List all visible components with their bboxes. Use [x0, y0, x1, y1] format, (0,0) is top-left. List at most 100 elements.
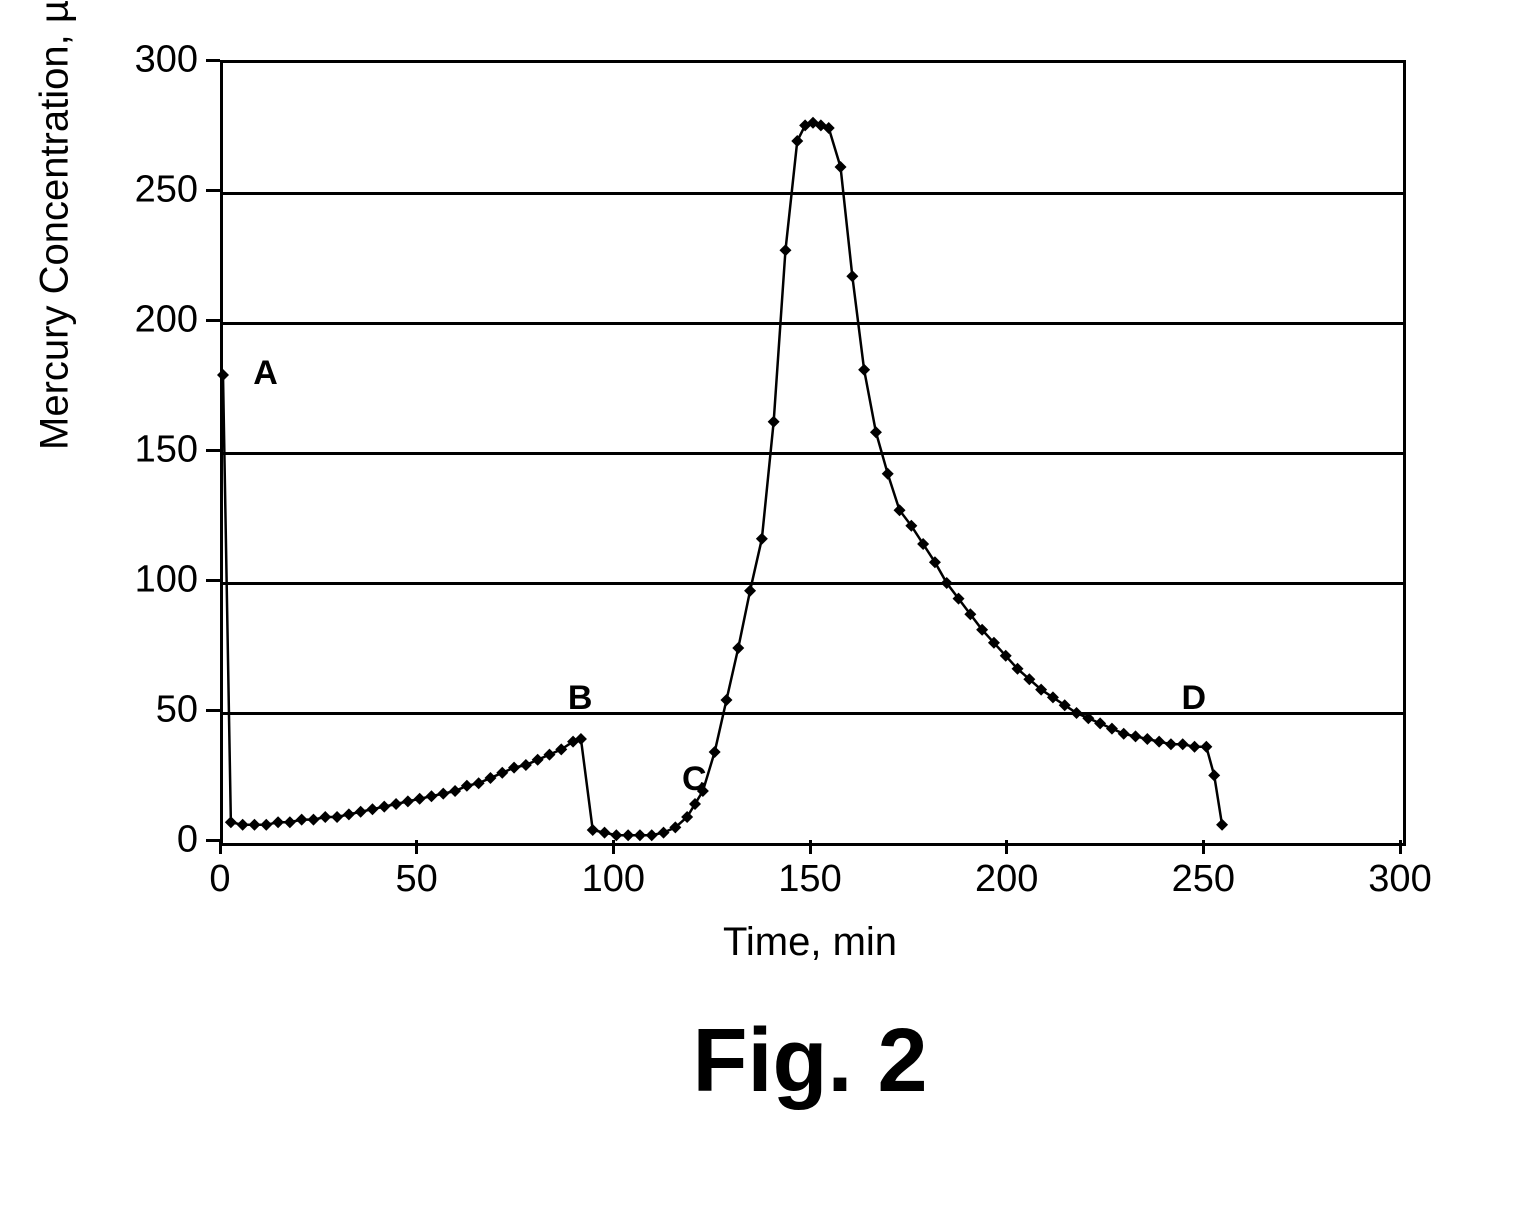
data-marker	[484, 772, 496, 784]
data-marker	[846, 270, 858, 282]
data-marker	[473, 777, 485, 789]
data-marker	[779, 244, 791, 256]
data-marker	[634, 829, 646, 841]
figure-caption: Fig. 2	[692, 1010, 927, 1113]
data-marker	[858, 364, 870, 376]
y-tick-label: 200	[135, 299, 198, 342]
x-tick	[1399, 840, 1402, 854]
x-tick-label: 300	[1368, 858, 1431, 901]
data-marker	[331, 811, 343, 823]
data-marker	[1208, 769, 1220, 781]
data-marker	[1141, 733, 1153, 745]
gridline	[223, 322, 1403, 325]
data-marker	[732, 642, 744, 654]
x-axis-label: Time, min	[723, 920, 897, 965]
data-marker	[532, 754, 544, 766]
data-marker	[835, 161, 847, 173]
y-tick	[206, 189, 220, 192]
data-marker	[284, 816, 296, 828]
data-marker	[496, 767, 508, 779]
data-marker	[225, 816, 237, 828]
data-marker	[260, 819, 272, 831]
data-marker	[355, 806, 367, 818]
y-tick-label: 250	[135, 169, 198, 212]
chart-container: Time, min Mercury Concentration, µg/m³ F…	[40, 40, 1490, 1186]
x-tick-label: 0	[209, 858, 230, 901]
data-marker	[720, 694, 732, 706]
series-line	[223, 123, 1222, 835]
data-marker	[296, 814, 308, 826]
data-marker	[1106, 723, 1118, 735]
data-marker	[1094, 717, 1106, 729]
y-tick	[206, 319, 220, 322]
x-tick	[1202, 840, 1205, 854]
x-tick	[219, 840, 222, 854]
data-marker	[366, 803, 378, 815]
data-marker	[508, 762, 520, 774]
data-marker	[248, 819, 260, 831]
gridline	[223, 712, 1403, 715]
y-tick	[206, 449, 220, 452]
data-marker	[237, 819, 249, 831]
data-marker	[1216, 819, 1228, 831]
data-marker	[307, 814, 319, 826]
x-tick	[612, 840, 615, 854]
data-marker	[520, 759, 532, 771]
data-marker	[882, 468, 894, 480]
data-marker	[646, 829, 658, 841]
data-marker	[709, 746, 721, 758]
data-marker	[1189, 741, 1201, 753]
data-marker	[272, 816, 284, 828]
x-tick-label: 100	[582, 858, 645, 901]
y-axis-label: Mercury Concentration, µg/m³	[33, 0, 78, 450]
annotation-label: D	[1182, 679, 1207, 718]
x-tick	[809, 840, 812, 854]
data-marker	[449, 785, 461, 797]
data-marker	[756, 533, 768, 545]
data-marker	[622, 829, 634, 841]
data-marker	[437, 788, 449, 800]
data-marker	[543, 749, 555, 761]
x-tick	[1005, 840, 1008, 854]
data-marker	[343, 808, 355, 820]
data-marker	[791, 135, 803, 147]
data-marker	[319, 811, 331, 823]
data-marker	[1153, 736, 1165, 748]
data-marker	[1200, 741, 1212, 753]
annotation-label: B	[568, 679, 593, 718]
gridline	[223, 192, 1403, 195]
plot-area	[220, 60, 1406, 846]
x-tick-label: 250	[1172, 858, 1235, 901]
data-marker	[587, 824, 599, 836]
data-marker	[414, 793, 426, 805]
x-tick-label: 50	[396, 858, 438, 901]
gridline	[223, 452, 1403, 455]
data-marker	[1177, 738, 1189, 750]
data-marker	[689, 798, 701, 810]
data-marker	[425, 790, 437, 802]
y-tick-label: 50	[156, 689, 198, 732]
data-marker	[744, 585, 756, 597]
data-marker	[1130, 730, 1142, 742]
gridline	[223, 582, 1403, 585]
annotation-label: C	[682, 760, 707, 799]
y-tick-label: 100	[135, 559, 198, 602]
y-tick-label: 0	[177, 819, 198, 862]
data-marker	[378, 801, 390, 813]
x-tick	[415, 840, 418, 854]
x-tick-label: 200	[975, 858, 1038, 901]
annotation-label: A	[253, 354, 278, 393]
data-marker	[768, 416, 780, 428]
data-marker	[402, 795, 414, 807]
y-tick-label: 300	[135, 39, 198, 82]
x-tick-label: 150	[778, 858, 841, 901]
y-tick	[206, 579, 220, 582]
y-tick	[206, 709, 220, 712]
y-tick	[206, 59, 220, 62]
data-marker	[461, 780, 473, 792]
data-marker	[870, 426, 882, 438]
data-marker	[658, 827, 670, 839]
data-marker	[599, 827, 611, 839]
y-tick-label: 150	[135, 429, 198, 472]
data-marker	[1118, 728, 1130, 740]
